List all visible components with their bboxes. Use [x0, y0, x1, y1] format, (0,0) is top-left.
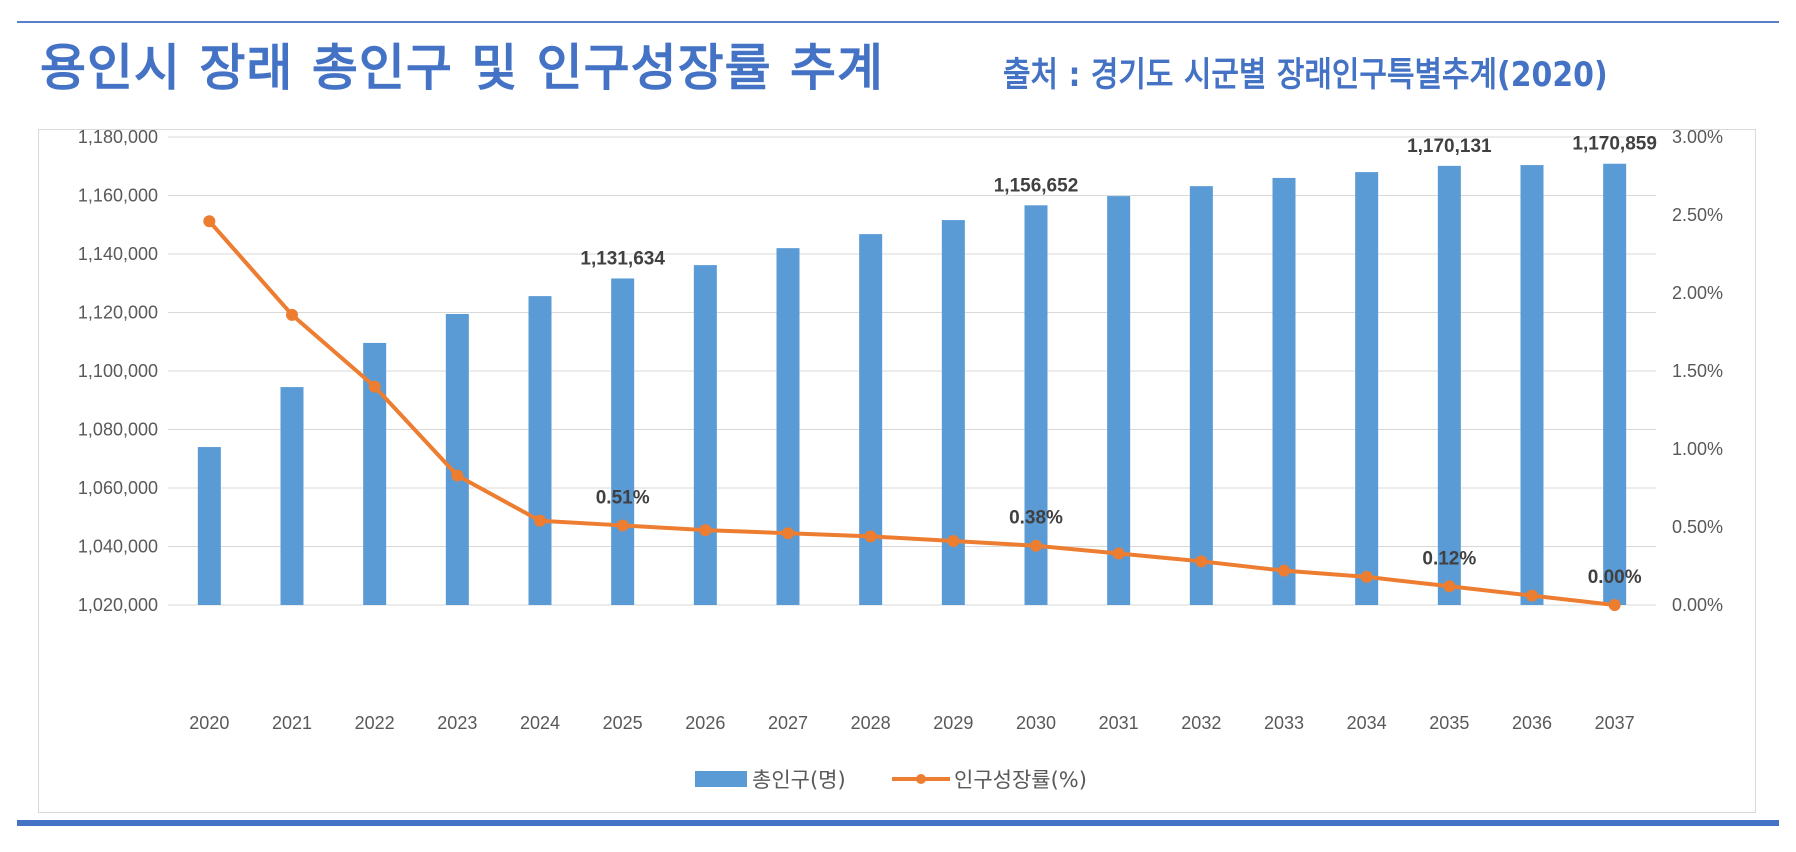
x-tick-label: 2020	[189, 713, 229, 733]
bar	[280, 387, 304, 605]
y-left-tick-label: 1,020,000	[78, 595, 158, 615]
bar	[1355, 172, 1379, 605]
y-right-tick-label: 0.50%	[1672, 517, 1723, 537]
y-axis-left: 1,020,000 1,040,000 1,060,000 1,080,000 1,10…	[78, 127, 158, 615]
bar	[611, 278, 635, 605]
x-tick-label: 2025	[603, 713, 643, 733]
growth-line	[207, 219, 1615, 607]
line-point	[451, 469, 464, 482]
line-point	[1278, 564, 1290, 577]
legend-bar-swatch	[695, 771, 747, 787]
y-left-tick-label: 1,080,000	[78, 420, 158, 440]
y-axis-right: 0.00% 0.50% 1.00% 1.50% 2.00% 2.50% 3.00%	[1672, 127, 1723, 615]
bar	[776, 248, 800, 605]
line-series	[203, 215, 1621, 611]
x-tick-label: 2037	[1595, 713, 1635, 733]
legend-line-label: 인구성장률(%)	[954, 768, 1087, 792]
bar-series	[197, 163, 1627, 606]
bar	[197, 447, 221, 605]
y-left-tick-label: 1,060,000	[78, 478, 158, 498]
x-tick-label: 2021	[272, 713, 312, 733]
line-point	[1112, 547, 1125, 560]
x-tick-label: 2036	[1512, 713, 1552, 733]
x-tick-label: 2028	[851, 713, 891, 733]
page-title: 용인시 장래 총인구 및 인구성장률 추계	[40, 39, 885, 97]
line-point	[782, 527, 794, 540]
bar-data-label: 1,156,652	[994, 175, 1079, 196]
x-tick-label: 2024	[520, 713, 560, 733]
bottom-rule	[17, 820, 1779, 826]
source-note: 출처 : 경기도 시군별 장래인구특별추계(2020)	[1003, 55, 1608, 95]
bar	[1437, 165, 1461, 605]
bar	[1024, 205, 1048, 605]
bar	[941, 220, 965, 605]
y-left-tick-label: 1,140,000	[78, 244, 158, 264]
x-tick-label: 2033	[1264, 713, 1304, 733]
bar	[859, 234, 883, 606]
bar	[363, 342, 387, 605]
y-left-tick-label: 1,100,000	[78, 361, 158, 381]
line-point	[1360, 570, 1373, 583]
line-point	[286, 308, 298, 321]
line-point	[616, 519, 629, 532]
y-right-tick-label: 1.50%	[1672, 361, 1723, 381]
bar	[693, 265, 717, 605]
y-right-tick-label: 2.50%	[1672, 205, 1723, 225]
bar	[1272, 177, 1296, 605]
x-tick-label: 2022	[355, 713, 395, 733]
y-left-tick-label: 1,120,000	[78, 303, 158, 323]
bar-data-label: 1,170,859	[1572, 134, 1657, 155]
y-left-tick-label: 1,160,000	[78, 186, 158, 206]
line-point	[699, 524, 712, 537]
y-left-tick-label: 1,180,000	[78, 127, 158, 147]
line-point	[947, 535, 960, 548]
line-point	[1030, 539, 1042, 552]
line-point	[1195, 555, 1208, 568]
bar	[445, 313, 469, 605]
bar-data-label: 1,170,131	[1407, 136, 1492, 157]
line-point	[864, 530, 877, 543]
x-tick-label: 2032	[1181, 713, 1221, 733]
legend-line-marker	[916, 774, 926, 784]
y-right-tick-label: 2.00%	[1672, 283, 1723, 303]
line-data-label: 0.51%	[596, 487, 650, 508]
line-point	[1443, 580, 1456, 593]
line-data-label: 0.00%	[1588, 567, 1642, 588]
line-data-label: 0.38%	[1009, 508, 1063, 529]
line-data-label: 0.12%	[1422, 548, 1476, 569]
bar	[1520, 165, 1544, 605]
y-right-tick-label: 0.00%	[1672, 595, 1723, 615]
line-point	[1526, 589, 1538, 602]
x-axis: 2020 2021 2022 2023 2024 2025 2026 2027 2028 2029…	[189, 713, 1634, 733]
x-tick-label: 2030	[1016, 713, 1056, 733]
x-tick-label: 2031	[1099, 713, 1139, 733]
line-point	[1608, 599, 1621, 611]
line-point	[203, 215, 216, 228]
line-point	[368, 380, 381, 393]
y-left-tick-label: 1,040,000	[78, 537, 158, 557]
x-tick-label: 2027	[768, 713, 808, 733]
bar	[1189, 186, 1213, 605]
y-right-tick-label: 3.00%	[1672, 127, 1723, 147]
x-tick-label: 2035	[1429, 713, 1469, 733]
bar	[528, 296, 552, 605]
chart-area	[38, 129, 1756, 813]
x-tick-label: 2034	[1347, 713, 1387, 733]
x-tick-label: 2023	[437, 713, 477, 733]
bar	[1603, 163, 1627, 605]
x-tick-label: 2026	[685, 713, 725, 733]
legend: 총인구(명) 인구성장률(%)	[695, 768, 1087, 792]
x-tick-label: 2029	[933, 713, 973, 733]
bar-data-label: 1,131,634	[580, 248, 665, 269]
gridlines	[168, 136, 1656, 606]
line-point	[534, 514, 546, 527]
legend-bar-label: 총인구(명)	[752, 768, 846, 792]
bar	[1107, 196, 1131, 605]
data-labels: 1,131,634 1,156,652 1,170,131 1,170,859 0.51…	[580, 134, 1657, 588]
y-right-tick-label: 1.00%	[1672, 439, 1723, 459]
top-rule	[17, 21, 1779, 23]
